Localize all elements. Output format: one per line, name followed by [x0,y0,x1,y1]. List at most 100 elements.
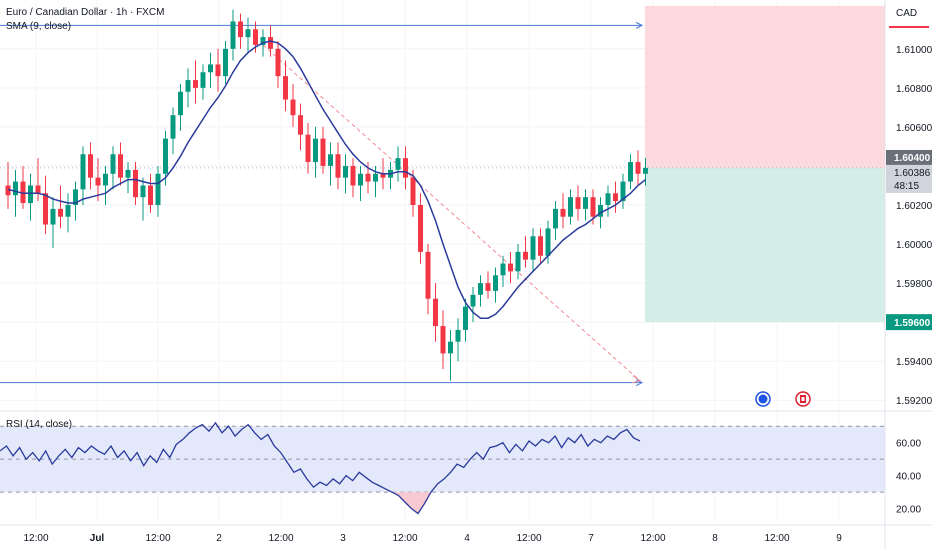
candle [223,41,228,84]
candle [343,154,348,194]
candle [425,244,431,315]
candle [575,185,581,221]
candle [583,189,588,221]
rsi-tick: 60.00 [896,439,921,450]
profit-price-badge[interactable] [886,314,932,331]
time-tick: 12:00 [268,533,293,544]
price-tick: 1.61000 [896,45,932,56]
candle [155,165,161,217]
time-tick: 3 [340,533,346,544]
time-tick: 12:00 [516,533,541,544]
time-tick: 12:00 [640,533,665,544]
candle [463,298,468,342]
candle [5,162,11,209]
candle [478,275,483,307]
time-axis[interactable]: 12:00 Jul 12:00 2 12:00 3 12:00 4 12:00 7 12:00 8 12… [0,524,932,544]
rsi-legend[interactable]: RSI (14, close) [6,419,73,430]
candle [193,60,198,104]
trend-arrow-icon [631,375,642,384]
price-tick: 1.60200 [896,201,932,212]
currency-label[interactable]: CAD [896,8,918,19]
candle [320,126,326,174]
candle [88,142,93,190]
target-price-badge[interactable] [886,149,932,165]
stop-loss-zone[interactable] [645,5,885,168]
take-profit-zone[interactable] [645,167,885,323]
candle [118,142,123,186]
candle [493,267,498,303]
candle [568,189,573,225]
candle [313,126,318,178]
level-arrow-icon [635,21,644,29]
candle [605,185,611,217]
candle [628,154,633,190]
price-tick: 1.59400 [896,357,932,368]
horizontal-levels[interactable] [0,21,644,387]
sma-legend[interactable]: SMA (9, close) [6,21,72,32]
time-tick: 2 [216,533,222,544]
candle [95,158,101,202]
candle [148,173,153,213]
candle [275,41,281,88]
candle [290,83,296,127]
canada-flag-icon[interactable] [795,391,811,407]
candle [635,150,641,186]
time-tick: 9 [836,533,842,544]
candle [305,123,311,174]
time-tick: 8 [712,533,718,544]
candle [58,185,63,229]
sma-line [7,40,646,319]
candle [20,165,26,209]
candle [508,251,513,284]
position-tool[interactable] [0,5,885,323]
candle [215,48,221,92]
candle [620,173,626,209]
time-tick: 4 [464,533,470,544]
candle [298,103,303,151]
price-tick: 1.60000 [896,240,932,251]
price-tick: 1.60600 [896,123,932,134]
price-axis[interactable]: 1.61000 1.60800 1.60600 1.60200 1.60000 1.598… [884,0,932,550]
candle [448,329,453,381]
candle [13,169,18,217]
economic-event-icon[interactable] [755,391,771,407]
candle [110,146,116,190]
candle [50,197,56,248]
current-price-badge[interactable] [886,164,932,193]
candle [530,228,536,272]
candle [200,64,206,100]
candle [328,142,333,186]
rsi-tick: 20.00 [896,505,921,516]
current-price-label: 1.60386 [894,168,931,179]
event-markers[interactable] [755,391,811,407]
profit-price-label: 1.59600 [894,318,931,329]
price-tick: 1.60800 [896,84,932,95]
candle [245,17,251,53]
candle [283,60,288,112]
time-tick: Jul [90,533,105,544]
symbol-title[interactable]: Euro / Canadian Dollar · 1h · FXCM [6,7,165,18]
rsi-pane[interactable]: 60.00 40.00 20.00 [0,410,932,516]
rsi-line [0,421,641,515]
bar-countdown: 48:15 [894,181,919,192]
candle [523,236,528,268]
candle [103,165,108,205]
target-price-label: 1.60400 [894,153,931,164]
candle [208,52,213,88]
time-tick: 12:00 [392,533,417,544]
candlestick-series [5,9,648,381]
candle [358,165,363,202]
candle [335,142,341,190]
candle [418,193,423,264]
candle [350,158,356,198]
candle [80,146,86,205]
candle [643,158,648,186]
trend-line[interactable] [262,44,641,382]
candle [500,255,506,287]
candle [140,177,146,221]
candle [433,283,438,342]
trend-lines[interactable] [262,44,642,384]
candle [515,244,521,280]
candle [163,130,168,186]
